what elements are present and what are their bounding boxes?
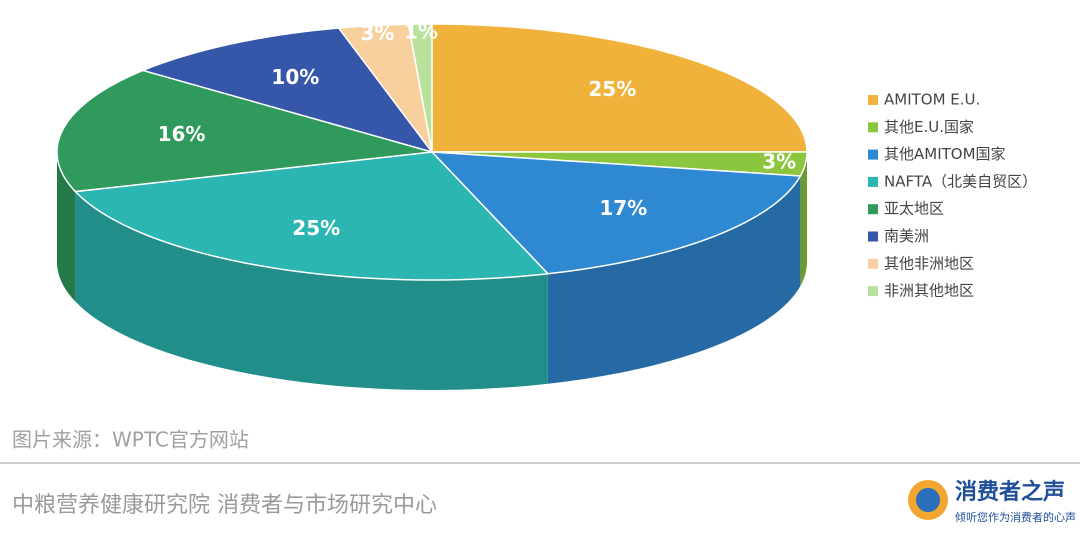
slice-side [75, 191, 548, 390]
legend-label: 其他AMITOM国家 [884, 145, 1006, 163]
logo-title: 消费者之声 [955, 479, 1065, 505]
logo-subtitle: 倾听您作为消费者的心声 [955, 510, 1076, 524]
legend-swatch [868, 122, 878, 133]
data-label: 10% [271, 65, 319, 89]
legend-swatch [868, 176, 878, 187]
data-label: 25% [588, 77, 636, 101]
legend-label: 南美洲 [884, 227, 929, 245]
logo-icon [916, 488, 940, 512]
data-label: 17% [599, 196, 647, 220]
data-label: 25% [292, 216, 340, 240]
source-note: 图片来源：WPTC官方网站 [12, 428, 249, 452]
legend-label: 其他非洲地区 [884, 254, 974, 272]
slice [73, 151, 550, 281]
slice [337, 23, 433, 153]
slice [407, 23, 433, 153]
legend-label: NAFTA（北美自贸区） [884, 172, 1037, 190]
legend-swatch [868, 231, 878, 242]
footer-org: 中粮营养健康研究院 消费者与市场研究中心 [12, 493, 437, 518]
slice-side [57, 152, 76, 302]
slice [140, 27, 434, 154]
logo: 消费者之声 倾听您作为消费者的心声 [908, 479, 1076, 524]
slice-side [547, 175, 801, 384]
legend-label: 其他E.U.国家 [884, 118, 974, 136]
pie-chart: 25% 3% 17% 25% 16% 10% 3% 1% [56, 20, 808, 390]
slice [56, 69, 433, 193]
legend-swatch [868, 286, 878, 297]
legend-swatch [868, 95, 878, 105]
slice-side [800, 152, 807, 286]
slice [431, 23, 808, 153]
data-label: 1% [404, 20, 438, 44]
data-label: 16% [158, 122, 206, 146]
legend-swatch [868, 258, 878, 269]
legend-label: AMITOM E.U. [884, 91, 980, 109]
legend-swatch [868, 204, 878, 215]
legend-swatch [868, 149, 878, 160]
legend-label: 非洲其他地区 [884, 282, 974, 300]
data-label: 3% [762, 150, 796, 174]
slice [430, 151, 802, 275]
legend-label: 亚太地区 [884, 200, 944, 218]
data-label: 3% [360, 21, 394, 45]
